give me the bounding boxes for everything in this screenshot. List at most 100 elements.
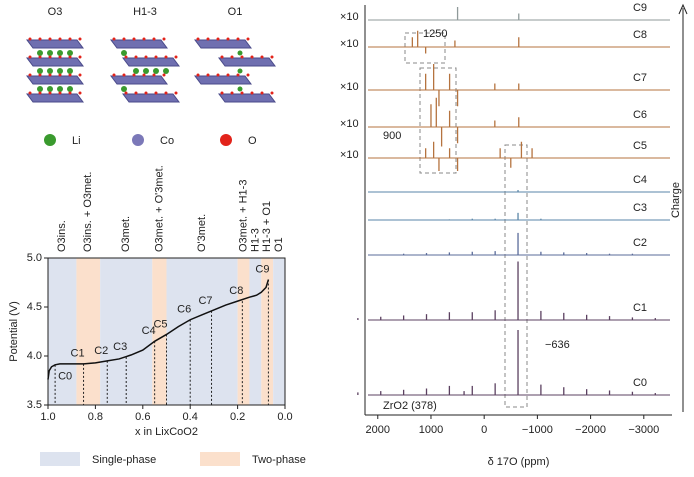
phase-label: H1-3 <box>249 228 261 252</box>
li-atom <box>237 50 243 56</box>
o-atom <box>68 55 72 59</box>
phase-legend-swatch <box>200 452 240 466</box>
o-atom <box>260 91 264 95</box>
phase-region <box>100 258 153 405</box>
o-atom <box>28 73 32 77</box>
li-atom <box>237 68 243 74</box>
o-atom <box>226 73 230 77</box>
phase-label: O3ins. + O3met. <box>82 172 94 252</box>
co-layer <box>110 39 168 49</box>
point-label: C1 <box>71 348 85 360</box>
o-atom <box>48 73 52 77</box>
point-label: C0 <box>58 371 72 383</box>
x-tick-label: −2000 <box>575 424 606 436</box>
o-atom <box>58 91 62 95</box>
o-atom <box>206 37 210 41</box>
legend-dot <box>220 134 232 146</box>
plot-frame <box>47 257 286 406</box>
o-atom <box>78 55 82 59</box>
li-atom <box>67 86 73 92</box>
phase-legend-label: Single-phase <box>92 454 156 466</box>
series-label: C3 <box>633 202 647 214</box>
o-atom <box>142 37 146 41</box>
x-tick-label: 1.0 <box>40 411 55 423</box>
annotation: ZrO2 (378) <box>383 400 437 412</box>
o-atom <box>78 73 82 77</box>
phase-label: O3met. <box>120 216 132 252</box>
legend-label: O <box>248 135 257 147</box>
o-atom <box>250 55 254 59</box>
x-tick-label: 2000 <box>366 424 390 436</box>
x-tick-label: 0.4 <box>183 411 198 423</box>
annotation: 1250 <box>423 28 447 40</box>
o-atom <box>152 37 156 41</box>
point-label: C5 <box>153 318 167 330</box>
potential-curve <box>47 279 270 380</box>
li-atom <box>37 68 43 74</box>
y-tick-label: 5.0 <box>27 252 42 264</box>
li-atom <box>121 86 127 92</box>
phase-region <box>249 258 262 405</box>
li-atom <box>237 86 243 92</box>
li-atom <box>67 68 73 74</box>
li-atom <box>163 68 169 74</box>
o-atom <box>58 37 62 41</box>
x-tick-label: 0.0 <box>277 411 292 423</box>
o-atom <box>28 91 32 95</box>
li-atom <box>57 50 63 56</box>
o-atom <box>174 91 178 95</box>
o-atom <box>58 55 62 59</box>
li-atom <box>57 68 63 74</box>
o-atom <box>216 37 220 41</box>
x-tick-label: −3000 <box>628 424 659 436</box>
o-atom <box>154 55 158 59</box>
legend-label: Co <box>160 135 174 147</box>
phase-label: O3ins. <box>56 220 68 252</box>
o-atom <box>68 37 72 41</box>
phase-region <box>166 258 238 405</box>
o-atom <box>134 91 138 95</box>
o-atom <box>260 55 264 59</box>
magnification-label: ×10 <box>340 118 359 130</box>
o-atom <box>48 55 52 59</box>
o-atom <box>58 73 62 77</box>
x-tick-label: 0.8 <box>88 411 103 423</box>
x-tick-label: −1000 <box>522 424 553 436</box>
co-layer <box>122 93 180 103</box>
co-layer <box>110 75 168 85</box>
x-tick-label: 0.2 <box>230 411 245 423</box>
series-label: C6 <box>633 109 647 121</box>
li-atom <box>47 50 53 56</box>
o-atom <box>230 91 234 95</box>
o-atom <box>174 55 178 59</box>
side-label: Charge <box>670 182 682 218</box>
li-atom <box>153 68 159 74</box>
li-atom <box>47 86 53 92</box>
magnification-label: ×10 <box>340 11 359 23</box>
phase-region <box>273 258 285 405</box>
o-atom <box>144 55 148 59</box>
o-atom <box>124 55 128 59</box>
phase-legend-swatch <box>40 452 80 466</box>
o-atom <box>38 91 42 95</box>
point-label: C3 <box>113 341 127 353</box>
o-atom <box>270 91 274 95</box>
phase-region <box>76 258 101 405</box>
phase-region <box>237 258 250 405</box>
co-layer <box>194 39 252 49</box>
o-atom <box>236 73 240 77</box>
o-atom <box>270 55 274 59</box>
li-atom <box>121 50 127 56</box>
annotation: −636 <box>545 339 570 351</box>
co-layer <box>122 57 180 67</box>
o-atom <box>132 37 136 41</box>
series-label: C9 <box>633 2 647 14</box>
o-atom <box>112 37 116 41</box>
li-atom <box>133 68 139 74</box>
o-atom <box>246 37 250 41</box>
li-atom <box>57 86 63 92</box>
o-atom <box>132 73 136 77</box>
phase-label: O1 <box>273 237 285 252</box>
o-atom <box>38 73 42 77</box>
